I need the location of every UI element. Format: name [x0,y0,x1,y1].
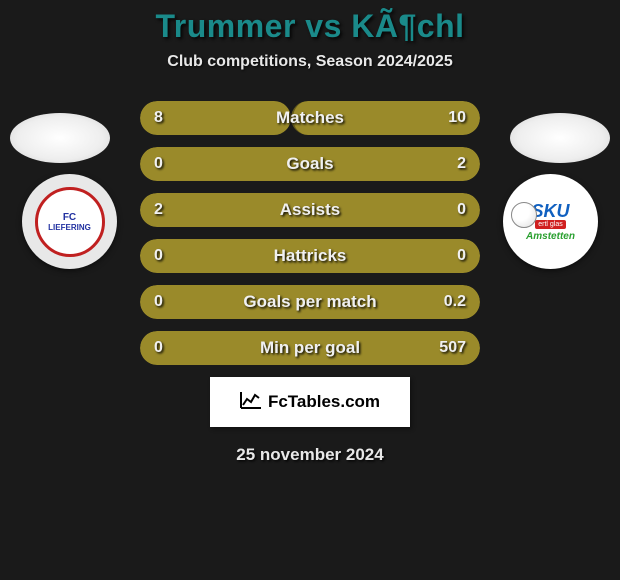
stat-row: 0507Min per goal [140,331,480,365]
page-title: Trummer vs KÃ¶chl [0,8,620,45]
chart-icon [240,391,262,414]
date: 25 november 2024 [0,445,620,465]
player-avatar-left [10,113,110,163]
stat-label: Goals [140,147,480,181]
stat-row: 810Matches [140,101,480,135]
stat-row: 20Assists [140,193,480,227]
watermark: FcTables.com [210,377,410,427]
stat-row: 00Hattricks [140,239,480,273]
stat-label: Min per goal [140,331,480,365]
subtitle: Club competitions, Season 2024/2025 [0,53,620,71]
stat-row: 02Goals [140,147,480,181]
club-right-city: Amstetten [526,231,575,242]
stat-label: Hattricks [140,239,480,273]
club-right-ertl: ertl glas [535,220,566,229]
stat-row: 00.2Goals per match [140,285,480,319]
player-avatar-right [510,113,610,163]
stat-label: Assists [140,193,480,227]
stats-container: 810Matches 02Goals 20Assists 00Hattricks 00.… [140,101,480,365]
club-left-line2: LIEFERING [48,223,91,232]
stat-label: Matches [140,101,480,135]
stat-label: Goals per match [140,285,480,319]
club-right-sku: SKU [531,202,569,220]
club-badge-left: FC LIEFERING [22,174,117,269]
soccer-ball-icon [511,202,537,228]
club-badge-right: SKU ertl glas Amstetten [503,174,598,269]
club-left-line1: FC [63,212,76,223]
watermark-text: FcTables.com [268,392,380,412]
